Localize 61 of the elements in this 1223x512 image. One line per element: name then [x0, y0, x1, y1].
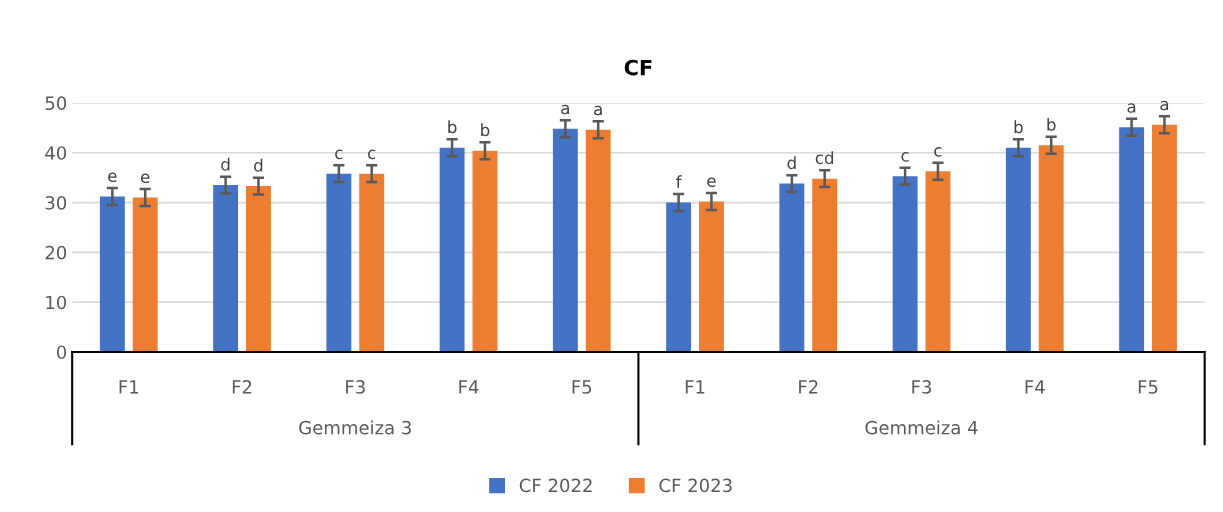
data-label: f: [676, 175, 682, 188]
y-tick-label: 50: [45, 96, 67, 111]
bar: [132, 197, 158, 352]
y-tick-label: 40: [45, 146, 67, 160]
x-tick-label: F2: [232, 380, 252, 394]
y-tick-label: 20: [45, 245, 67, 260]
bar: [812, 178, 838, 352]
bar: [99, 196, 125, 352]
x-tick-label: F4: [1025, 380, 1045, 394]
bar: [1038, 145, 1064, 352]
bar: [779, 183, 805, 352]
data-label: a: [594, 105, 602, 116]
chart-title: CF: [624, 59, 652, 76]
data-label: d: [787, 156, 796, 170]
y-tick-label: 10: [46, 295, 67, 310]
data-label: e: [108, 172, 117, 183]
bar: [359, 173, 385, 352]
data-label: a: [561, 104, 569, 115]
bar: [246, 186, 271, 352]
data-label: d: [221, 157, 230, 171]
data-label: a: [1127, 103, 1136, 113]
data-label: cd: [815, 151, 834, 165]
x-tick-label: F3: [346, 380, 365, 394]
x-tick-label: F2: [799, 380, 818, 394]
bar: [1151, 124, 1177, 352]
data-label: b: [1014, 120, 1023, 134]
bar: [213, 185, 239, 352]
x-tick-label: F5: [572, 380, 592, 394]
legend-label: CF 2023: [659, 478, 732, 493]
bar: [892, 176, 918, 352]
data-label: b: [448, 120, 457, 134]
data-label: b: [1047, 117, 1056, 131]
x-tick-label: F5: [1138, 380, 1158, 394]
data-label: c: [901, 152, 909, 162]
data-label: d: [254, 158, 263, 172]
bar: [666, 202, 692, 352]
bar: [698, 201, 724, 352]
x-tick-label: F3: [912, 380, 932, 394]
x-tick-label: F1: [685, 380, 705, 394]
bar: [925, 171, 951, 352]
bar: [1119, 127, 1145, 352]
x-tick-label: F4: [459, 380, 479, 394]
data-label: c: [335, 149, 343, 160]
data-label: a: [1160, 100, 1169, 111]
data-label: c: [934, 147, 942, 157]
legend-label: CF 2022: [519, 478, 592, 493]
bar: [585, 129, 611, 352]
y-tick-label: 30: [45, 196, 67, 210]
bar: [439, 147, 465, 352]
data-label: e: [707, 177, 716, 188]
data-label: e: [140, 173, 150, 184]
x-tick-label: F1: [119, 380, 139, 394]
text: Gemmeiza 4: [865, 420, 978, 435]
y-tick-label: 0: [57, 345, 67, 360]
bar: [552, 128, 578, 352]
text: Gemmeiza 3: [299, 420, 411, 435]
bar: [326, 173, 352, 352]
data-label: c: [368, 149, 376, 160]
bar: [1005, 147, 1031, 352]
data-label: b: [481, 123, 490, 137]
bar: [472, 150, 498, 352]
